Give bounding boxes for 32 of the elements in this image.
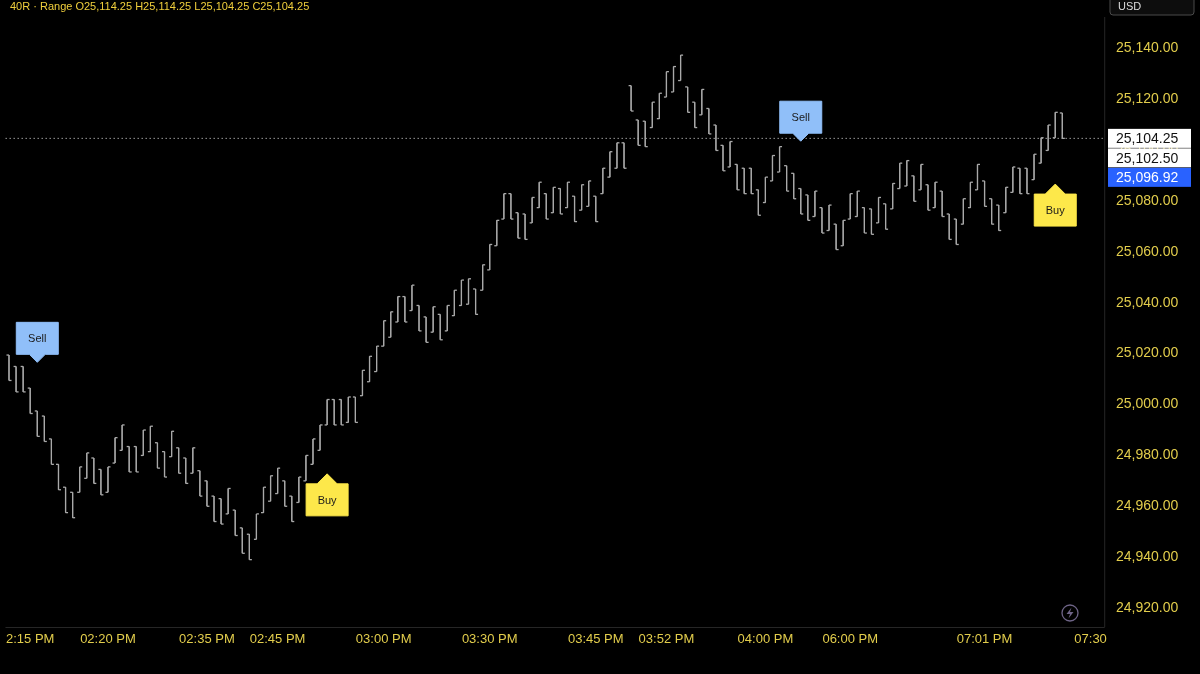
x-tick-label: 2:15 PM bbox=[6, 631, 55, 646]
text: Sell bbox=[28, 332, 47, 345]
ref-line-label: 25,104.25 bbox=[1116, 130, 1179, 147]
x-tick-label: 07:01 PM bbox=[956, 631, 1013, 646]
y-tick-label: 25,080.00 bbox=[1116, 191, 1179, 208]
x-tick-label: 07:30 bbox=[1074, 631, 1107, 646]
series-label: Buy bbox=[1045, 203, 1066, 216]
x-tick-label: 02:35 PM bbox=[179, 631, 235, 646]
x-tick-label: 02:45 PM bbox=[249, 631, 306, 646]
y-tick-label: 25,060.00 bbox=[1116, 242, 1179, 259]
x-tick-label: 06:00 PM bbox=[822, 631, 879, 646]
text: 25,096.92 bbox=[1116, 169, 1179, 186]
chart-title: 40R · Range O25,114.25 H25,114.25 L25,104.25 C25,104.25 bbox=[10, 0, 310, 12]
y-tick-label: 25,000.00 bbox=[1116, 395, 1179, 412]
y-tick-label: 25,040.00 bbox=[1116, 293, 1179, 310]
x-tick-label: 03:00 PM bbox=[355, 631, 412, 646]
x-tick-label: 03:30 PM bbox=[461, 631, 518, 646]
y-tick-label: 24,980.00 bbox=[1116, 446, 1179, 463]
text: 25,102.50 bbox=[1116, 149, 1179, 166]
x-tick-label: 03:52 PM bbox=[638, 631, 695, 646]
x-tick-label: 03:45 PM bbox=[567, 631, 624, 646]
y-tick-label: 25,020.00 bbox=[1116, 344, 1179, 361]
series-label: Sell bbox=[791, 111, 810, 124]
y-tick-label: 25,120.00 bbox=[1116, 90, 1179, 107]
x-tick-label: 04:00 PM bbox=[737, 631, 794, 646]
x-tick-label: 02:20 PM bbox=[80, 631, 136, 646]
text: Buy bbox=[317, 493, 337, 506]
y-tick-label: 24,920.00 bbox=[1116, 598, 1179, 615]
y-tick-label: 24,940.00 bbox=[1116, 547, 1179, 564]
y-tick-label: 24,960.00 bbox=[1116, 496, 1179, 513]
y-tick-label: 25,140.00 bbox=[1116, 39, 1179, 56]
y-axis-title: USD bbox=[1118, 0, 1142, 12]
